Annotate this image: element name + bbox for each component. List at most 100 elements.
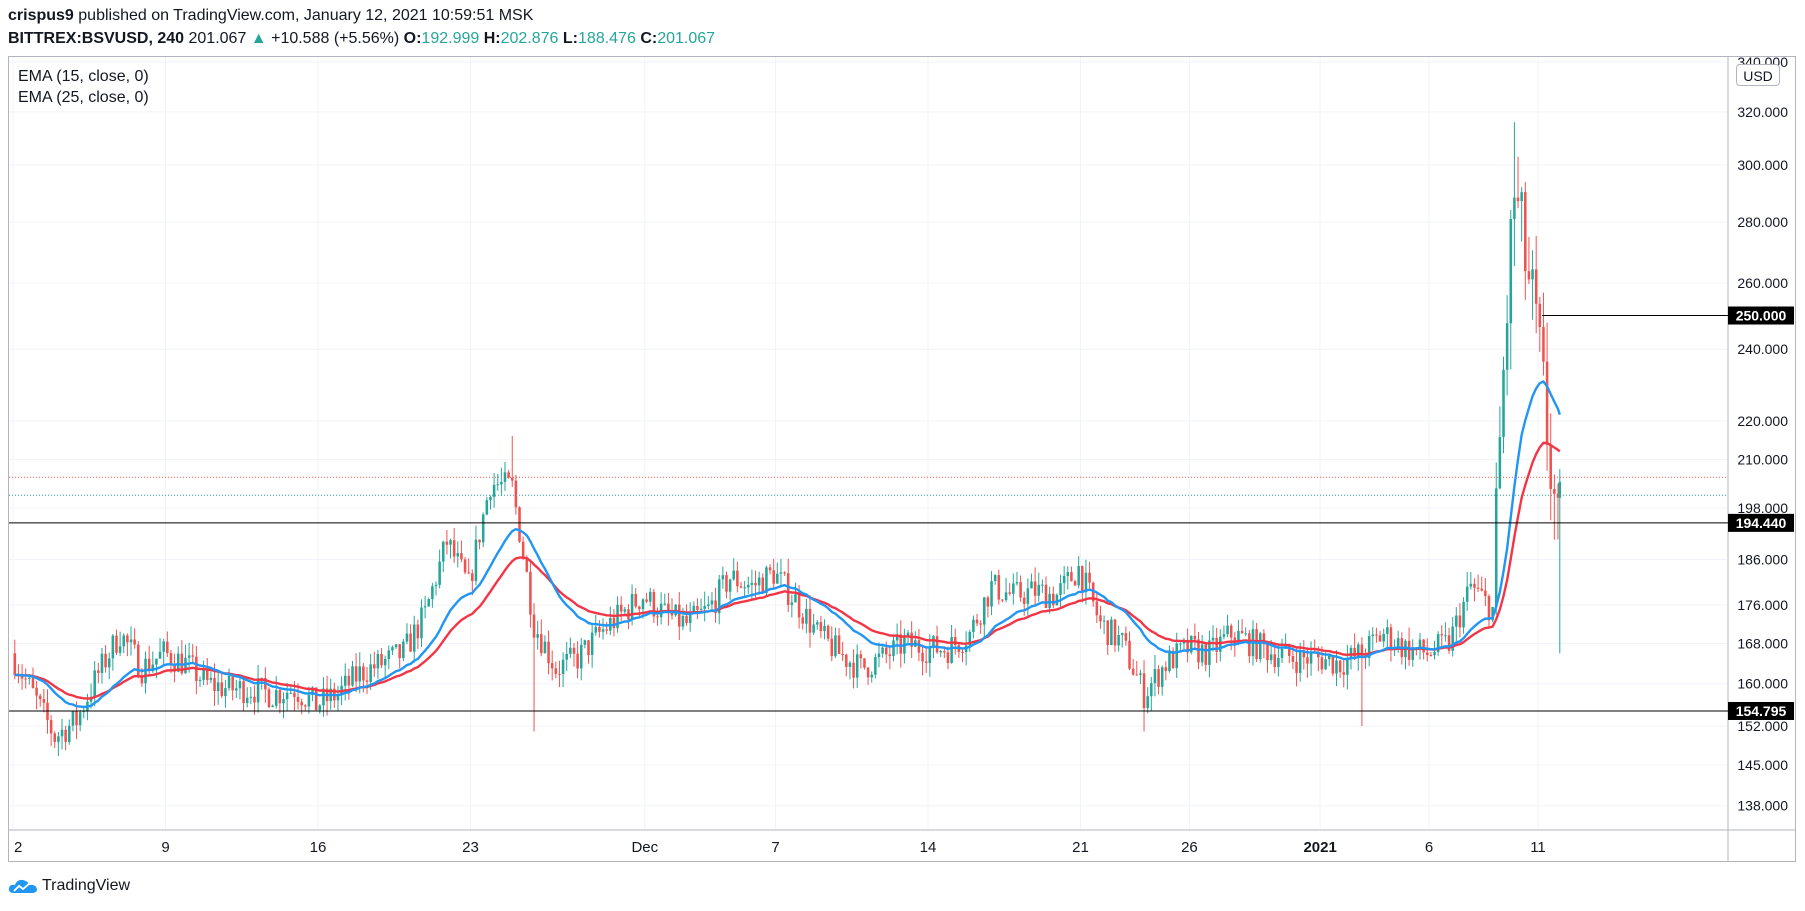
candle-body — [1346, 658, 1349, 675]
candle-body — [343, 675, 347, 686]
candle — [1160, 665, 1164, 696]
candle-body — [380, 653, 383, 666]
candle-body — [536, 634, 539, 638]
candle-body — [235, 688, 238, 691]
candle-body — [409, 633, 412, 652]
candle-body — [1015, 582, 1019, 584]
candle-body — [826, 625, 830, 639]
tradingview-brand[interactable]: TradingView — [8, 876, 130, 896]
candle-body — [304, 705, 307, 707]
candle-body — [391, 647, 394, 651]
candle — [659, 592, 663, 625]
candle-body — [859, 654, 863, 659]
candle-body — [1411, 647, 1415, 660]
candle-body — [1106, 620, 1110, 646]
candle-body — [1084, 572, 1088, 593]
candle-body — [1128, 640, 1131, 669]
candle — [1248, 629, 1251, 664]
candle-body — [703, 606, 706, 609]
candle-body — [423, 606, 427, 608]
candle — [300, 698, 303, 715]
candle — [438, 549, 441, 589]
candle — [1280, 638, 1284, 664]
candle — [1382, 628, 1385, 648]
candle — [314, 687, 318, 711]
symbol-label[interactable]: BITTREX:BSVUSD, 240 — [8, 30, 185, 47]
candle-body — [1375, 634, 1378, 636]
candle — [819, 615, 823, 639]
candle-body — [1558, 481, 1562, 498]
candle-body — [1509, 218, 1513, 324]
candle-body — [648, 591, 652, 602]
candle-body — [1139, 673, 1142, 675]
author-name[interactable]: crispus9 — [8, 7, 74, 24]
candle — [420, 599, 423, 648]
legend-ema-15[interactable]: EMA (15, close, 0) — [18, 68, 149, 85]
candle-body — [155, 658, 158, 665]
candle — [1164, 661, 1168, 681]
candle — [540, 619, 543, 657]
candle-body — [569, 647, 572, 654]
candle — [35, 681, 38, 710]
candle — [136, 640, 140, 679]
candle-body — [362, 666, 365, 681]
candle-body — [946, 652, 950, 663]
legend-ema-25[interactable]: EMA (25, close, 0) — [18, 89, 149, 106]
candle — [707, 596, 710, 610]
y-tick-label: 320.000 — [1737, 104, 1788, 120]
candle-body — [1480, 588, 1483, 591]
candle — [238, 675, 242, 700]
candle — [467, 558, 470, 575]
candle-body — [986, 597, 990, 607]
candle-body — [1469, 583, 1473, 587]
candle-body — [202, 668, 205, 680]
candle — [1128, 631, 1131, 671]
candle — [460, 540, 463, 563]
candle — [278, 687, 282, 714]
candle — [1538, 296, 1542, 352]
high-key: H: — [483, 30, 501, 47]
candle-body — [1447, 635, 1451, 651]
candle-body — [656, 616, 659, 618]
candle — [1429, 651, 1433, 657]
candle-body — [757, 577, 761, 586]
candle-body — [1244, 633, 1247, 635]
candle-body — [198, 679, 202, 681]
candle-body — [754, 582, 757, 586]
candle-body — [445, 541, 449, 545]
candle — [249, 687, 253, 705]
candle-body — [1055, 594, 1059, 606]
candle-body — [1356, 644, 1360, 657]
candle — [979, 620, 982, 634]
open-value: 192.999 — [421, 30, 480, 47]
currency-badge[interactable]: USD — [1736, 64, 1780, 86]
candle-body — [322, 688, 325, 706]
candle-body — [405, 633, 409, 642]
candle — [514, 474, 518, 515]
candle — [645, 592, 648, 604]
candle — [452, 528, 456, 563]
candle-body — [1288, 644, 1291, 656]
y-tick-label: 186.000 — [1737, 551, 1788, 567]
candle-body — [307, 694, 311, 707]
candle-body — [1077, 566, 1080, 586]
candle — [859, 650, 863, 669]
candle-body — [961, 651, 964, 653]
candle-body — [892, 640, 895, 657]
candle-body — [805, 608, 808, 624]
x-tick-label: 16 — [310, 839, 327, 856]
candle-body — [282, 699, 285, 704]
candle — [412, 615, 416, 663]
candle-body — [136, 644, 140, 678]
candle — [1473, 578, 1476, 602]
candle-body — [612, 618, 616, 629]
candle — [768, 564, 772, 575]
candle-body — [1425, 652, 1429, 655]
candle — [1498, 406, 1502, 490]
candle — [1458, 603, 1462, 638]
candle-body — [402, 641, 405, 659]
candle-body — [398, 644, 401, 659]
candle — [496, 473, 500, 491]
candle-body — [583, 640, 587, 645]
